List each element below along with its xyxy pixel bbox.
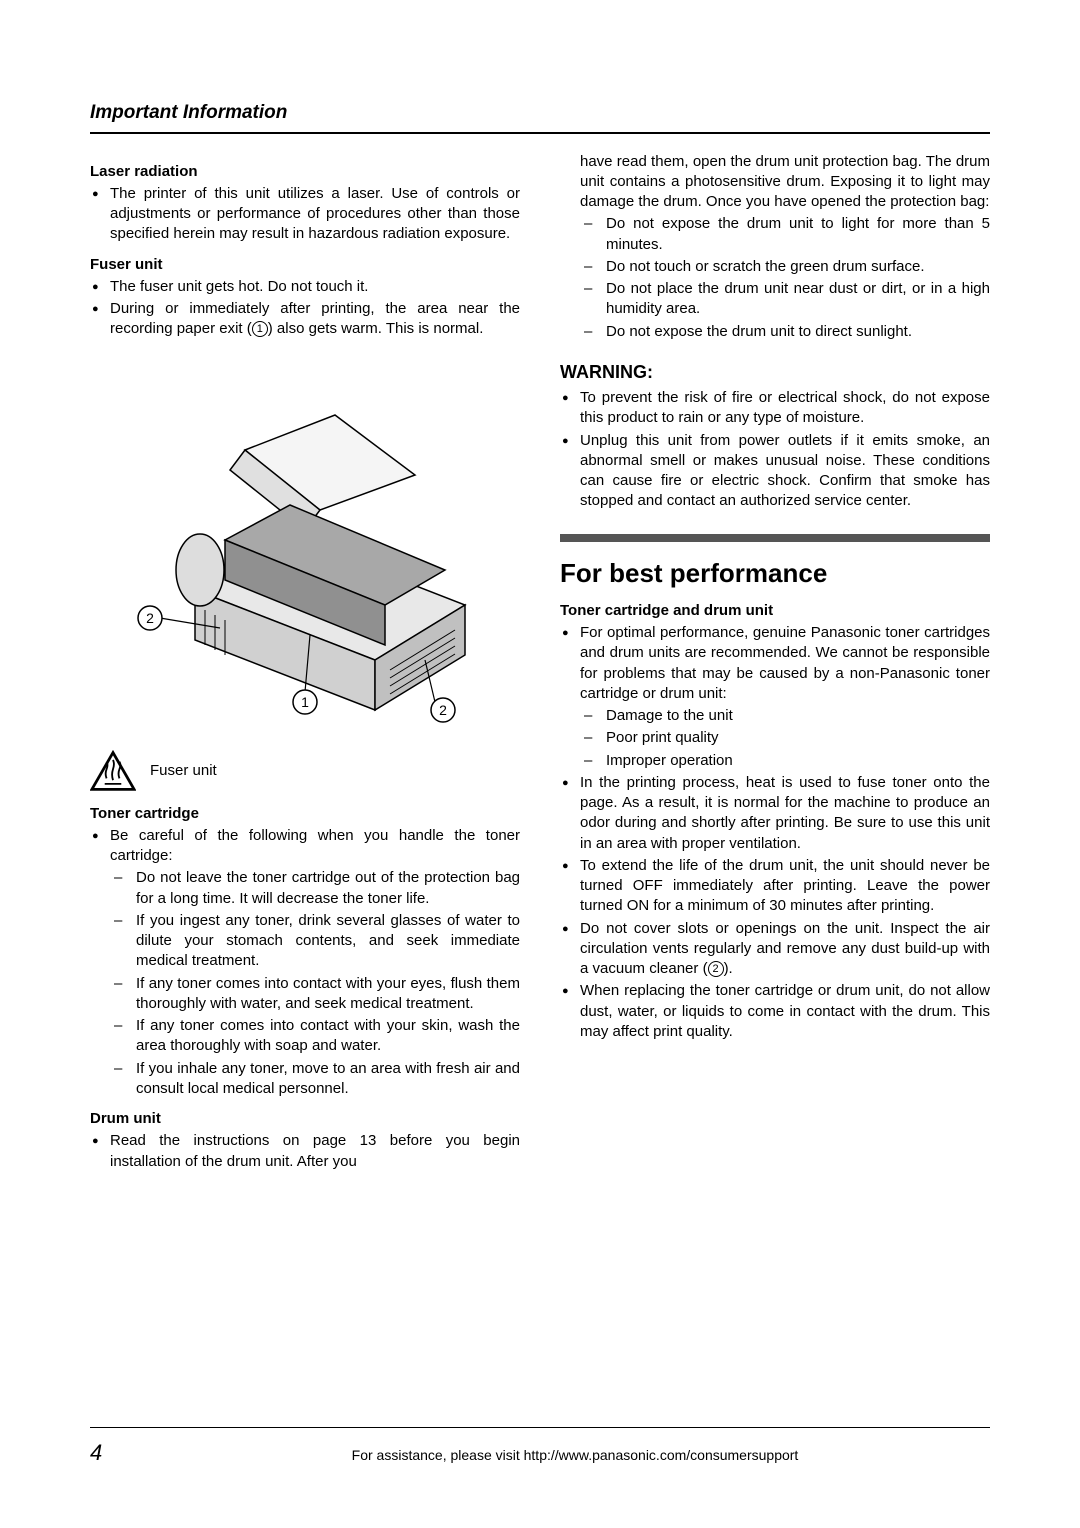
text: For optimal performance, genuine Panason… (580, 624, 990, 702)
list-item: If you inhale any toner, move to an area… (136, 1059, 520, 1100)
right-column: have read them, open the drum unit prote… (560, 152, 990, 1174)
best-bullets: For optimal performance, genuine Panason… (560, 623, 990, 1042)
list-item: If any toner comes into contact with you… (136, 974, 520, 1015)
callout-2-right: 2 (439, 702, 447, 718)
list-item: If you ingest any toner, drink several g… (136, 911, 520, 972)
text: ). (724, 960, 733, 977)
list-item: Damage to the unit (606, 706, 990, 726)
list-item: Do not expose the drum unit to light for… (606, 214, 990, 255)
laser-heading: Laser radiation (90, 162, 520, 182)
drum-bullets: Read the instructions on page 13 before … (90, 1131, 520, 1172)
warning-bullets: To prevent the risk of fire or electrica… (560, 388, 990, 512)
fuser-unit-label: Fuser unit (150, 761, 217, 781)
page-header-title: Important Information (90, 100, 990, 126)
printer-illustration: 2 1 2 (90, 360, 520, 730)
section-divider (560, 534, 990, 542)
callout-2-inline: 2 (708, 961, 724, 977)
callout-1-inline: 1 (252, 321, 268, 337)
list-item: The printer of this unit utilizes a lase… (110, 184, 520, 245)
list-item: Unplug this unit from power outlets if i… (580, 431, 990, 512)
list-item: During or immediately after printing, th… (110, 299, 520, 340)
printer-svg: 2 1 2 (90, 360, 520, 730)
page-footer: 4 For assistance, please visit http://ww… (90, 1427, 990, 1468)
list-item: In the printing process, heat is used to… (580, 773, 990, 854)
fuser-heading: Fuser unit (90, 255, 520, 275)
best-performance-heading: For best performance (560, 556, 990, 591)
list-item: Improper operation (606, 751, 990, 771)
header-rule (90, 132, 990, 134)
page-number: 4 (90, 1438, 160, 1468)
list-item: For optimal performance, genuine Panason… (580, 623, 990, 771)
left-column: Laser radiation The printer of this unit… (90, 152, 520, 1174)
laser-bullets: The printer of this unit utilizes a lase… (90, 184, 520, 245)
footer-text: For assistance, please visit http://www.… (160, 1446, 990, 1465)
list-item: Do not place the drum unit near dust or … (606, 279, 990, 320)
list-item: Do not cover slots or openings on the un… (580, 919, 990, 980)
warning-heading: WARNING: (560, 360, 990, 384)
list-item: The fuser unit gets hot. Do not touch it… (110, 277, 520, 297)
fuser-caution-row: Fuser unit (90, 750, 520, 792)
list-item: To extend the life of the drum unit, the… (580, 856, 990, 917)
list-item: Do not leave the toner cartridge out of … (136, 868, 520, 909)
drum-continuation: have read them, open the drum unit prote… (560, 152, 990, 213)
callout-2-left: 2 (146, 610, 154, 626)
content-columns: Laser radiation The printer of this unit… (90, 152, 990, 1174)
list-item: Read the instructions on page 13 before … (110, 1131, 520, 1172)
callout-1-bottom: 1 (301, 694, 309, 710)
drum-cont-dashes: Do not expose the drum unit to light for… (560, 214, 990, 342)
drum-heading: Drum unit (90, 1109, 520, 1129)
fuser-bullets: The fuser unit gets hot. Do not touch it… (90, 277, 520, 340)
best-b1-dashes: Damage to the unit Poor print quality Im… (580, 706, 990, 771)
list-item: Do not expose the drum unit to direct su… (606, 322, 990, 342)
text: ) also gets warm. This is normal. (268, 320, 484, 337)
list-item: If any toner comes into contact with you… (136, 1016, 520, 1057)
toner-heading: Toner cartridge (90, 804, 520, 824)
best-subhead: Toner cartridge and drum unit (560, 601, 990, 621)
text: Do not cover slots or openings on the un… (580, 920, 990, 978)
list-item: When replacing the toner cartridge or dr… (580, 981, 990, 1042)
text: Be careful of the following when you han… (110, 827, 520, 864)
toner-bullets: Be careful of the following when you han… (90, 826, 520, 1099)
list-item: To prevent the risk of fire or electrica… (580, 388, 990, 429)
hot-surface-icon (90, 750, 136, 792)
list-item: Do not touch or scratch the green drum s… (606, 257, 990, 277)
toner-dashes: Do not leave the toner cartridge out of … (110, 868, 520, 1099)
list-item: Poor print quality (606, 728, 990, 748)
list-item: Be careful of the following when you han… (110, 826, 520, 1099)
